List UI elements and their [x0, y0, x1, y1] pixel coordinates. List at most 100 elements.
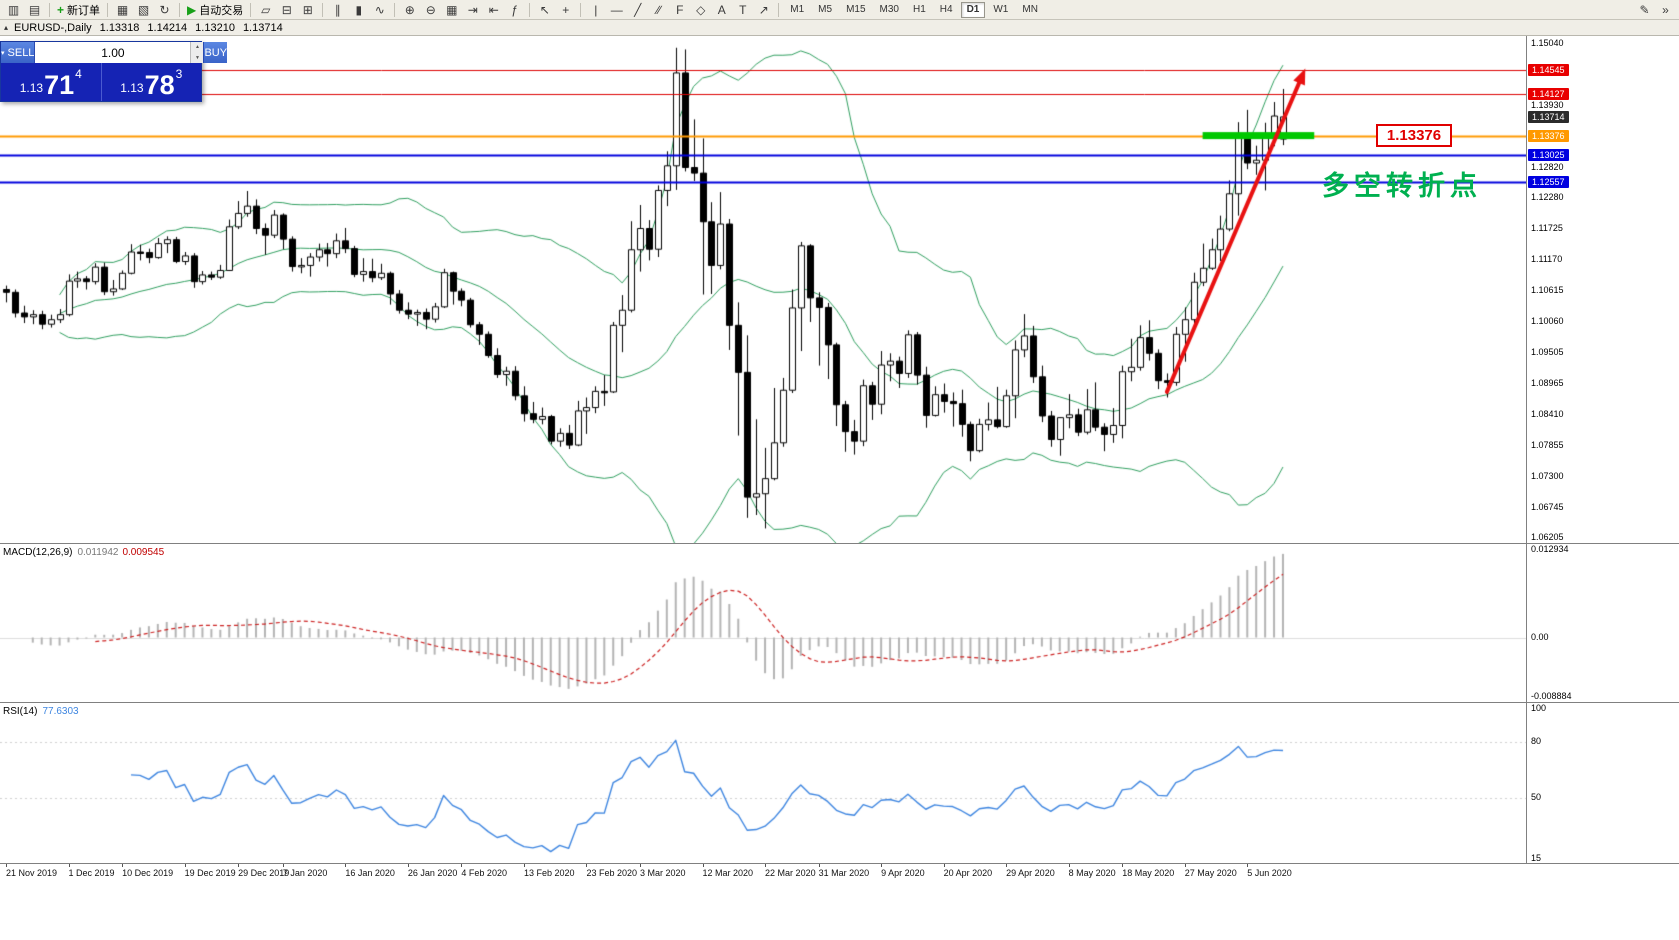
date-label: 19 Dec 2019: [184, 868, 236, 878]
toolbar-separator: [179, 2, 181, 17]
date-label: 16 Jan 2020: [345, 868, 395, 878]
data-window-icon[interactable]: ▧: [133, 1, 154, 19]
macd-tick: -0.008884: [1531, 691, 1572, 702]
time-tick: [881, 864, 883, 867]
timeframe-h4[interactable]: H4: [939, 4, 953, 15]
price-scale[interactable]: 1.15040 1.13930 1.12820 1.12280 1.11725 1.111…: [1526, 36, 1679, 543]
crosshair-icon[interactable]: +: [555, 1, 576, 19]
overflow-icon[interactable]: »: [1655, 1, 1676, 19]
volume-input[interactable]: [35, 42, 191, 63]
sell-price-point: 4: [75, 67, 82, 81]
navigator-icon: ↻: [159, 2, 170, 17]
chart-symbol-title: EURUSD-,Daily: [14, 21, 92, 34]
new-order-button[interactable]: + 新订单: [54, 1, 103, 19]
profiles-icon[interactable]: ▤: [24, 1, 45, 19]
price-badge: 1.14545: [1528, 64, 1569, 77]
fibonacci-icon: F: [676, 2, 684, 17]
pencil-icon[interactable]: ✎: [1634, 1, 1655, 19]
rsi-scale[interactable]: 100 80 50 15: [1526, 703, 1679, 863]
rsi-tick: 80: [1531, 735, 1542, 746]
date-label: 26 Jan 2020: [407, 868, 458, 878]
ohlc-high: 1.14214: [147, 21, 188, 34]
fibonacci-icon[interactable]: F: [669, 1, 690, 19]
arrow-tool-icon[interactable]: ↗: [753, 1, 774, 19]
chart-shift-icon[interactable]: ⇤: [483, 1, 504, 19]
toolbar-separator: [250, 2, 252, 17]
time-tick: [640, 864, 642, 867]
time-tick: [943, 864, 945, 867]
new-order-icon: +: [57, 2, 65, 17]
shapes-icon[interactable]: ◇: [690, 1, 711, 19]
macd-tick: 0.012934: [1531, 544, 1569, 555]
price-tick: 1.10060: [1531, 316, 1564, 327]
timeframe-m15[interactable]: M15: [846, 4, 866, 15]
volume-up-button[interactable]: ▲: [191, 42, 204, 53]
text-label-icon[interactable]: T: [732, 1, 753, 19]
panel-collapse-icon[interactable]: ▾: [1, 49, 5, 57]
macd-name: MACD(12,26,9): [3, 547, 73, 558]
rsi-label: RSI(14) 77.6303: [3, 706, 79, 717]
tile-windows-icon[interactable]: ▦: [441, 1, 462, 19]
time-tick: [702, 864, 704, 867]
cascade-windows-icon[interactable]: ▱: [255, 1, 276, 19]
rsi-canvas[interactable]: [0, 704, 1526, 864]
cursor-icon[interactable]: ↖: [534, 1, 555, 19]
price-badge: 1.13025: [1528, 149, 1569, 162]
new-chart-icon[interactable]: ▥: [3, 1, 24, 19]
timeframe-m5[interactable]: M5: [818, 4, 833, 15]
macd-tick: 0.00: [1531, 631, 1549, 642]
tile-vertically-icon[interactable]: ⊞: [297, 1, 318, 19]
zoom-out-icon[interactable]: ⊖: [420, 1, 441, 19]
macd-value-signal: 0.009545: [122, 547, 165, 558]
equidistant-channel-icon[interactable]: ∕∕: [648, 1, 669, 19]
timeframe-m30[interactable]: M30: [879, 4, 899, 15]
timeframe-d1[interactable]: D1: [960, 1, 986, 18]
collapse-icon[interactable]: ▴: [4, 23, 9, 32]
auto-trading-button[interactable]: ▶ 自动交易: [184, 1, 246, 19]
date-label: 23 Feb 2020: [586, 868, 637, 878]
buy-button[interactable]: BUY: [204, 42, 228, 63]
price-flag[interactable]: 1.13376: [1376, 124, 1452, 147]
market-watch-icon[interactable]: ▦: [112, 1, 133, 19]
timeframe-w1[interactable]: W1: [993, 4, 1009, 15]
timeframe-mn[interactable]: MN: [1022, 4, 1038, 15]
text-icon: A: [717, 2, 726, 17]
sell-price[interactable]: 1.13 71 4: [1, 63, 101, 101]
macd-canvas[interactable]: [0, 545, 1526, 703]
auto-scroll-icon[interactable]: ⇥: [462, 1, 483, 19]
macd-scale[interactable]: 0.012934 0.00 -0.008884: [1526, 544, 1679, 702]
indicators-icon[interactable]: ƒ: [504, 1, 525, 19]
new-order-button-label: 新订单: [67, 4, 101, 17]
trendline-icon: ╱: [634, 2, 642, 17]
volume-down-button[interactable]: ▼: [191, 52, 204, 63]
annotation-text[interactable]: 多空转折点: [1322, 171, 1482, 201]
bottom-strip: [0, 880, 1679, 940]
navigator-icon[interactable]: ↻: [154, 1, 175, 19]
time-axis[interactable]: 21 Nov 2019 1 Dec 2019 10 Dec 2019 19 Dec 2…: [0, 863, 1679, 880]
main-chart-canvas[interactable]: [0, 36, 1526, 543]
sell-button[interactable]: ▾ SELL: [1, 42, 35, 63]
one-click-prices: 1.13 71 4 1.13 78 3: [1, 63, 201, 101]
macd-value-main: 0.011942: [77, 547, 119, 558]
price-divider: [100, 63, 102, 101]
timeframe-h1[interactable]: H1: [912, 4, 926, 15]
bar-chart-icon[interactable]: ∥: [327, 1, 348, 19]
horizontal-line-icon[interactable]: —: [606, 1, 627, 19]
trendline-icon[interactable]: ╱: [627, 1, 648, 19]
price-tick: 1.09505: [1531, 347, 1564, 358]
date-label: 5 Jun 2020: [1247, 868, 1292, 878]
rsi-pane: RSI(14) 77.6303 100 80 50 15: [0, 702, 1679, 864]
price-tick: 1.11725: [1531, 223, 1563, 234]
zoom-in-icon[interactable]: ⊕: [399, 1, 420, 19]
timeframe-m1[interactable]: M1: [790, 4, 805, 15]
line-chart-icon[interactable]: ∿: [369, 1, 390, 19]
candlestick-icon[interactable]: ▮: [348, 1, 369, 19]
rsi-tick: 15: [1531, 853, 1542, 863]
date-label: 21 Nov 2019: [6, 868, 58, 878]
buy-price-point: 3: [175, 67, 183, 81]
vertical-line-icon[interactable]: |: [585, 1, 606, 19]
vertical-line-icon: |: [594, 2, 598, 17]
buy-price[interactable]: 1.13 78 3: [102, 63, 202, 101]
tile-horizontally-icon[interactable]: ⊟: [276, 1, 297, 19]
text-icon[interactable]: A: [711, 1, 732, 19]
